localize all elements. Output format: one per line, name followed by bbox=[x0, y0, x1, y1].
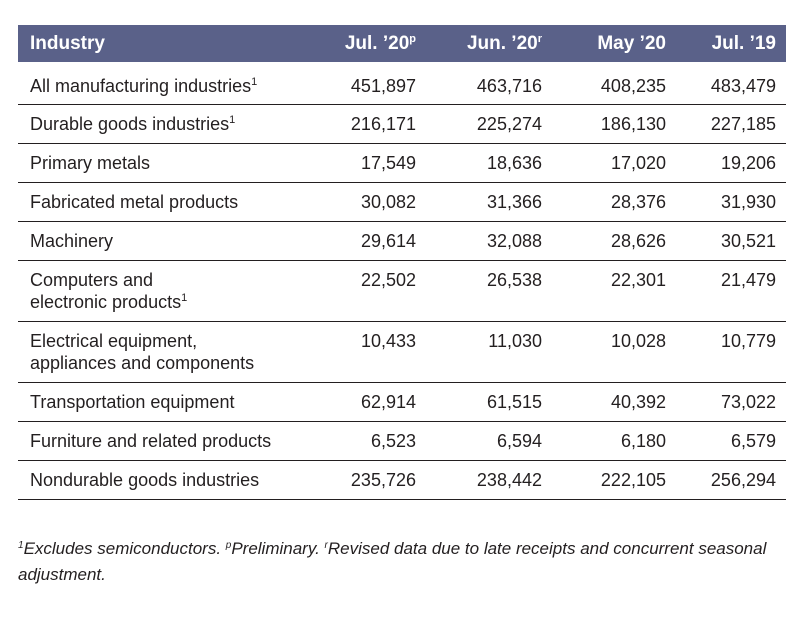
header-industry: Industry bbox=[30, 32, 105, 54]
value-cell: 256,294 bbox=[676, 460, 786, 500]
industry-cell: Furniture and related products bbox=[18, 421, 316, 461]
table-body: All manufacturing industries1 451,897 463,… bbox=[18, 62, 786, 500]
value-cell: 451,897 bbox=[316, 62, 426, 105]
value-cell: 29,614 bbox=[316, 221, 426, 261]
value-cell: 31,366 bbox=[426, 182, 552, 222]
table-row: Computers and electronic products1 22,502 2… bbox=[18, 260, 786, 322]
value-cell: 30,521 bbox=[676, 221, 786, 261]
value-cell: 408,235 bbox=[552, 62, 676, 105]
table-row: Durable goods industries1 216,171 225,274 1… bbox=[18, 104, 786, 144]
header-may-20: May ’20 bbox=[597, 32, 666, 54]
value-cell: 11,030 bbox=[426, 321, 552, 383]
value-cell: 227,185 bbox=[676, 104, 786, 144]
value-cell: 62,914 bbox=[316, 382, 426, 422]
value-cell: 17,549 bbox=[316, 143, 426, 183]
table-row: Nondurable goods industries 235,726 238,44… bbox=[18, 460, 786, 500]
shipments-table: Industry Jul. ’20p Jun. ’20r May ’20 Jul… bbox=[18, 25, 786, 500]
value-cell: 6,579 bbox=[676, 421, 786, 461]
industry-label: Machinery bbox=[30, 231, 114, 251]
value-cell: 235,726 bbox=[316, 460, 426, 500]
footnote-marker: 1 bbox=[251, 76, 258, 88]
table-row: Electrical equipment, appliances and comp… bbox=[18, 321, 786, 383]
industry-cell: Computers and electronic products1 bbox=[18, 260, 316, 322]
value-cell: 238,442 bbox=[426, 460, 552, 500]
industry-cell: All manufacturing industries1 bbox=[18, 62, 316, 105]
value-cell: 225,274 bbox=[426, 104, 552, 144]
header-jun-20: Jun. ’20r bbox=[466, 32, 542, 54]
industry-label: Computers and electronic products bbox=[30, 270, 182, 312]
value-cell: 73,022 bbox=[676, 382, 786, 422]
industry-cell: Fabricated metal products bbox=[18, 182, 316, 222]
value-cell: 6,523 bbox=[316, 421, 426, 461]
table-row: All manufacturing industries1 451,897 463,… bbox=[18, 62, 786, 105]
table-row: Furniture and related products 6,523 6,594… bbox=[18, 421, 786, 461]
value-cell: 22,301 bbox=[552, 260, 676, 322]
industry-label: Transportation equipment bbox=[30, 392, 235, 412]
header-jul-19: Jul. ’19 bbox=[711, 32, 776, 54]
value-cell: 216,171 bbox=[316, 104, 426, 144]
industry-cell: Primary metals bbox=[18, 143, 316, 183]
value-cell: 10,433 bbox=[316, 321, 426, 383]
table-row: Fabricated metal products 30,082 31,366 28,… bbox=[18, 182, 786, 222]
value-cell: 32,088 bbox=[426, 221, 552, 261]
industry-cell: Electrical equipment, appliances and comp… bbox=[18, 321, 316, 383]
value-cell: 10,779 bbox=[676, 321, 786, 383]
industry-cell: Transportation equipment bbox=[18, 382, 316, 422]
value-cell: 186,130 bbox=[552, 104, 676, 144]
industry-label: Primary metals bbox=[30, 153, 151, 173]
header-row: Industry Jul. ’20p Jun. ’20r May ’20 Jul… bbox=[18, 25, 786, 62]
value-cell: 483,479 bbox=[676, 62, 786, 105]
footnote-marker: 1 bbox=[229, 114, 236, 126]
table-row: Machinery 29,614 32,088 28,626 30,521 bbox=[18, 221, 786, 261]
industry-label: Furniture and related products bbox=[30, 431, 272, 451]
value-cell: 28,626 bbox=[552, 221, 676, 261]
value-cell: 61,515 bbox=[426, 382, 552, 422]
value-cell: 17,020 bbox=[552, 143, 676, 183]
value-cell: 40,392 bbox=[552, 382, 676, 422]
value-cell: 463,716 bbox=[426, 62, 552, 105]
value-cell: 222,105 bbox=[552, 460, 676, 500]
industry-label: All manufacturing industries bbox=[30, 76, 252, 96]
industry-cell: Durable goods industries1 bbox=[18, 104, 316, 144]
industry-label: Fabricated metal products bbox=[30, 192, 239, 212]
industry-label: Nondurable goods industries bbox=[30, 470, 260, 490]
footnote-marker: 1 bbox=[181, 292, 188, 304]
value-cell: 21,479 bbox=[676, 260, 786, 322]
value-cell: 28,376 bbox=[552, 182, 676, 222]
value-cell: 30,082 bbox=[316, 182, 426, 222]
header-jul-20: Jul. ’20p bbox=[344, 32, 416, 54]
industry-cell: Nondurable goods industries bbox=[18, 460, 316, 500]
industry-label: Electrical equipment, appliances and comp… bbox=[30, 331, 255, 373]
industry-cell: Machinery bbox=[18, 221, 316, 261]
value-cell: 6,180 bbox=[552, 421, 676, 461]
value-cell: 18,636 bbox=[426, 143, 552, 183]
table-container: Industry Jul. ’20p Jun. ’20r May ’20 Jul… bbox=[18, 25, 786, 500]
value-cell: 10,028 bbox=[552, 321, 676, 383]
industry-label: Durable goods industries bbox=[30, 114, 230, 134]
table-row: Transportation equipment 62,914 61,515 40,3… bbox=[18, 382, 786, 422]
value-cell: 22,502 bbox=[316, 260, 426, 322]
value-cell: 31,930 bbox=[676, 182, 786, 222]
value-cell: 6,594 bbox=[426, 421, 552, 461]
value-cell: 26,538 bbox=[426, 260, 552, 322]
table-row: Primary metals 17,549 18,636 17,020 19,206 bbox=[18, 143, 786, 183]
value-cell: 19,206 bbox=[676, 143, 786, 183]
footnote: 1Excludes semiconductors. pPreliminary. … bbox=[18, 539, 767, 584]
